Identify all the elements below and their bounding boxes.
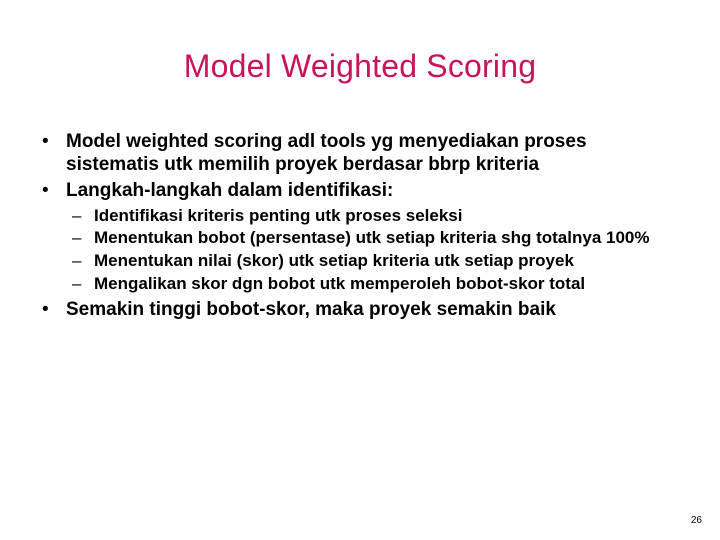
- slide-title: Model Weighted Scoring: [0, 48, 720, 85]
- bullet-text: Model weighted scoring adl tools yg meny…: [66, 131, 587, 175]
- bullet-list-level1: Model weighted scoring adl tools yg meny…: [36, 130, 684, 322]
- slide: Model Weighted Scoring Model weighted sc…: [0, 0, 720, 540]
- sub-bullet-text: Identifikasi kriteris penting utk proses…: [94, 206, 462, 225]
- bullet-list-level2: Identifikasi kriteris penting utk proses…: [66, 206, 684, 295]
- bullet-item: Semakin tinggi bobot-skor, maka proyek s…: [36, 298, 684, 321]
- sub-bullet-item: Menentukan bobot (persentase) utk setiap…: [66, 228, 684, 249]
- sub-bullet-text: Menentukan bobot (persentase) utk setiap…: [94, 228, 649, 247]
- bullet-text: Semakin tinggi bobot-skor, maka proyek s…: [66, 299, 556, 320]
- bullet-text: Langkah-langkah dalam identifikasi:: [66, 180, 393, 201]
- slide-body: Model weighted scoring adl tools yg meny…: [36, 130, 684, 325]
- bullet-item: Langkah-langkah dalam identifikasi: Iden…: [36, 179, 684, 294]
- sub-bullet-item: Menentukan nilai (skor) utk setiap krite…: [66, 251, 684, 272]
- sub-bullet-item: Identifikasi kriteris penting utk proses…: [66, 206, 684, 227]
- page-number: 26: [691, 515, 702, 526]
- bullet-item: Model weighted scoring adl tools yg meny…: [36, 130, 684, 176]
- sub-bullet-text: Menentukan nilai (skor) utk setiap krite…: [94, 251, 574, 270]
- sub-bullet-item: Mengalikan skor dgn bobot utk memperoleh…: [66, 274, 684, 295]
- sub-bullet-text: Mengalikan skor dgn bobot utk memperoleh…: [94, 274, 585, 293]
